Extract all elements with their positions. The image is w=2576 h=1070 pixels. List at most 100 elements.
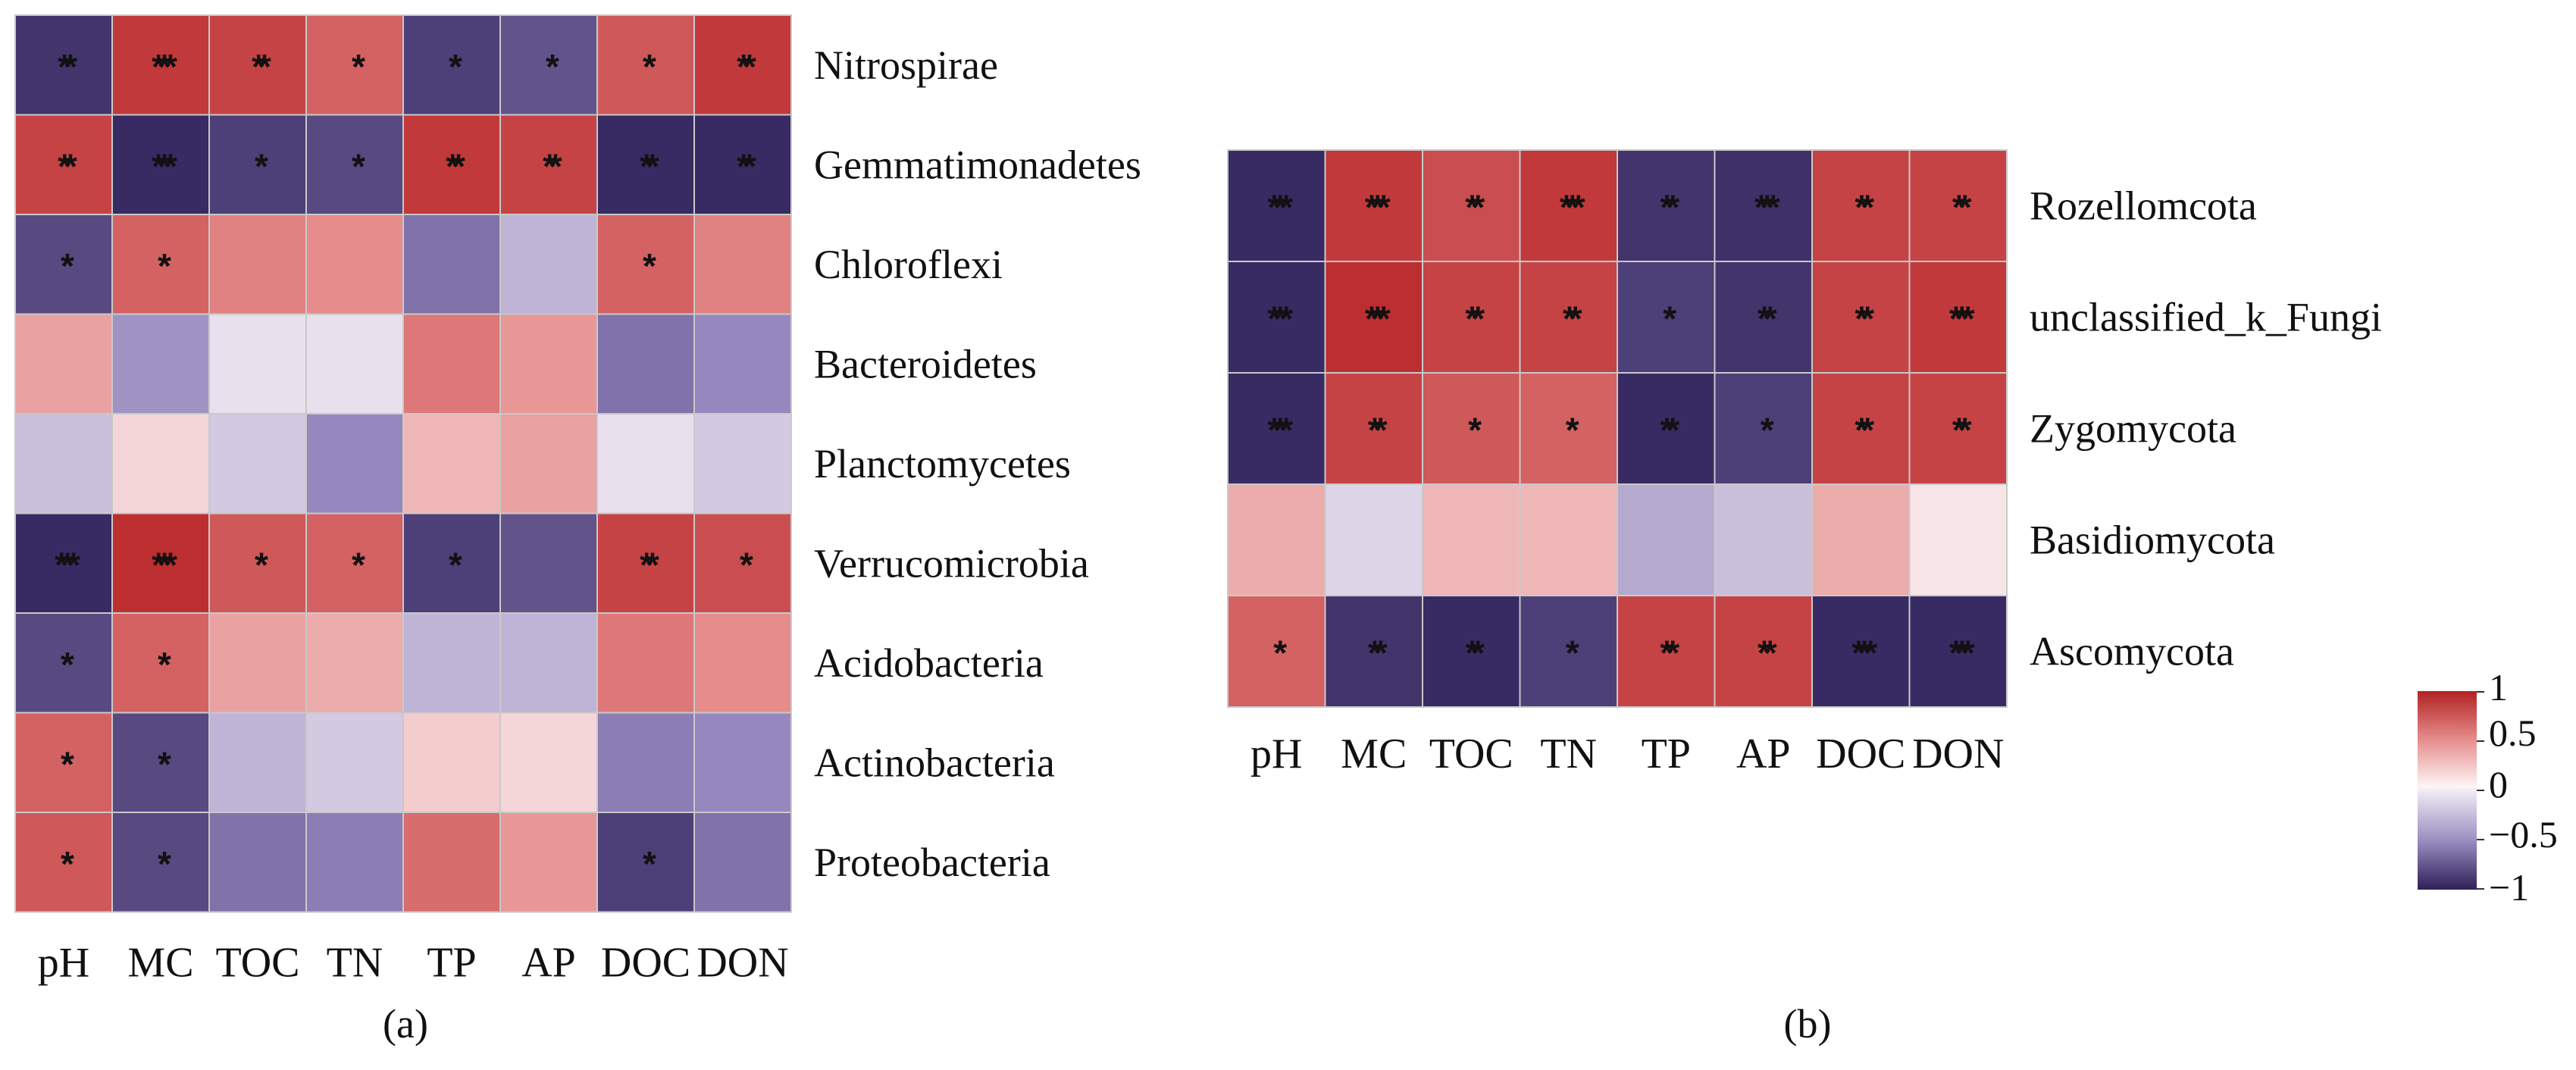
heatmap-cell	[14, 214, 113, 315]
column-label: DOC	[601, 940, 690, 987]
heatmap-cell	[111, 214, 210, 315]
heatmap-cell	[1908, 595, 2008, 708]
heatmap-cell	[208, 712, 307, 813]
heatmap-cell	[499, 413, 598, 515]
heatmap-cell	[1324, 149, 1423, 262]
heatmap-cell	[111, 812, 210, 913]
colorbar-label-half: 0.5	[2489, 712, 2537, 754]
heatmap-cell	[1422, 372, 1521, 485]
heatmap-cell	[1617, 372, 1716, 485]
heatmap-cell	[499, 712, 598, 813]
colorbar-tick	[2477, 740, 2484, 742]
heatmap-cell	[402, 812, 501, 913]
heatmap-cell	[499, 612, 598, 714]
colorbar-tick	[2477, 790, 2484, 791]
column-label: TN	[327, 940, 383, 987]
column-label: TN	[1540, 731, 1597, 777]
heatmap-cell	[1227, 149, 1326, 262]
heatmap-cell	[1714, 149, 1813, 262]
heatmap-cell	[1714, 595, 1813, 708]
heatmap-cell	[596, 114, 695, 215]
heatmap-cell	[693, 812, 792, 913]
row-label: Zygomycota	[2030, 406, 2236, 452]
row-label: unclassified_k_Fungi	[2030, 295, 2382, 340]
heatmap-cell	[1908, 372, 2008, 485]
heatmap-cell	[305, 413, 404, 515]
row-label: Bacteroidetes	[814, 341, 1037, 386]
row-label: Nitrospirae	[814, 42, 998, 88]
heatmap-cell	[1324, 372, 1423, 485]
heatmap-cell	[693, 712, 792, 813]
heatmap-cell	[14, 612, 113, 714]
row-label: Acidobacteria	[814, 640, 1044, 686]
heatmap-cell	[208, 512, 307, 614]
colorbar-label-max: 1	[2489, 666, 2508, 709]
heatmap-cell	[596, 712, 695, 813]
heatmap-cell	[14, 114, 113, 215]
heatmap-cell	[111, 413, 210, 515]
heatmap-cell	[1908, 483, 2008, 596]
heatmap-cell	[499, 313, 598, 415]
heatmap-cell	[14, 712, 113, 813]
heatmap-cell	[596, 313, 695, 415]
heatmap-cell	[402, 612, 501, 714]
column-label: TOC	[216, 940, 300, 987]
heatmap-cell	[402, 214, 501, 315]
heatmap-cell	[1422, 595, 1521, 708]
heatmap-cell	[499, 812, 598, 913]
column-label: DON	[696, 940, 788, 987]
heatmap-cell	[208, 413, 307, 515]
heatmap-cell	[693, 313, 792, 415]
heatmap-cell	[1519, 595, 1618, 708]
heatmap-cell	[1617, 483, 1716, 596]
heatmap-cell	[1714, 372, 1813, 485]
heatmap-cell	[111, 512, 210, 614]
row-label: Ascomycota	[2030, 629, 2234, 674]
colorbar-tick	[2477, 839, 2484, 840]
heatmap-cell	[402, 114, 501, 215]
column-label: TOC	[1429, 731, 1513, 777]
colorbar	[2418, 691, 2477, 890]
heatmap-cell	[402, 512, 501, 614]
heatmap-cell	[1519, 372, 1618, 485]
heatmap-cell	[1811, 595, 1911, 708]
colorbar-label-min: −1	[2489, 866, 2530, 909]
heatmap-cell	[208, 214, 307, 315]
heatmap-cell	[14, 512, 113, 614]
heatmap-cell	[305, 612, 404, 714]
heatmap-cell	[693, 413, 792, 515]
panel-b-caption: (b)	[1783, 1001, 1832, 1047]
heatmap-cell	[1714, 483, 1813, 596]
heatmap-cell	[1422, 261, 1521, 374]
heatmap-cell	[693, 612, 792, 714]
heatmap-cell	[1617, 261, 1716, 374]
heatmap-cell	[111, 14, 210, 116]
heatmap-cell	[693, 114, 792, 215]
row-label: Rozellomcota	[2030, 183, 2257, 229]
row-label: Verrucomicrobia	[814, 540, 1089, 586]
row-label: Planctomycetes	[814, 441, 1071, 487]
heatmap-cell	[1811, 372, 1911, 485]
heatmap-cell	[1422, 483, 1521, 596]
heatmap-cell	[1811, 149, 1911, 262]
heatmap-cell	[499, 114, 598, 215]
heatmap-cell	[1227, 372, 1326, 485]
column-label: TP	[427, 940, 476, 987]
heatmap-cell	[1227, 595, 1326, 708]
heatmap-cell	[14, 812, 113, 913]
colorbar-label-zero: 0	[2489, 763, 2508, 806]
column-label: DOC	[1816, 731, 1905, 777]
heatmap-cell	[499, 512, 598, 614]
heatmap-cell	[1519, 483, 1618, 596]
column-label: AP	[1736, 731, 1791, 777]
colorbar-label-neg-half: −0.5	[2489, 813, 2558, 856]
heatmap-cell	[111, 313, 210, 415]
heatmap-cell	[402, 313, 501, 415]
heatmap-cell	[596, 512, 695, 614]
heatmap-cell	[402, 413, 501, 515]
panel-a-caption: (a)	[383, 1001, 428, 1047]
heatmap-cell	[1324, 595, 1423, 708]
column-label: pH	[38, 940, 89, 987]
